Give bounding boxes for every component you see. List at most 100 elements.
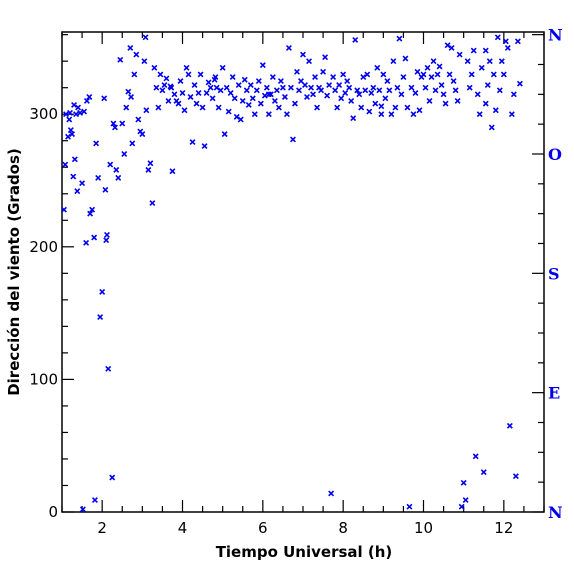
data-point xyxy=(292,100,298,107)
data-point xyxy=(179,90,186,96)
data-point xyxy=(430,58,437,65)
data-point xyxy=(183,64,190,71)
data-point xyxy=(492,107,499,114)
data-point xyxy=(504,44,511,51)
data-point xyxy=(306,58,312,65)
data-point xyxy=(490,71,497,78)
data-point xyxy=(358,104,365,111)
data-point xyxy=(344,78,351,85)
data-point xyxy=(62,161,69,168)
data-point xyxy=(127,44,134,51)
data-point xyxy=(163,75,170,82)
data-point xyxy=(135,116,142,123)
data-point xyxy=(308,84,314,91)
data-point xyxy=(66,116,73,123)
data-point xyxy=(366,108,373,115)
data-point xyxy=(157,71,164,78)
data-point xyxy=(370,84,377,91)
data-point xyxy=(74,188,81,195)
data-point xyxy=(91,234,98,241)
plot-frame xyxy=(61,31,545,513)
data-point xyxy=(410,111,417,118)
data-point xyxy=(201,143,208,149)
x-tick-label: 8 xyxy=(338,519,348,537)
data-point xyxy=(159,87,166,94)
data-point xyxy=(187,94,194,100)
data-point xyxy=(241,76,248,83)
data-point xyxy=(239,97,246,104)
data-point xyxy=(285,44,292,51)
data-point xyxy=(474,91,481,98)
data-point xyxy=(191,82,198,89)
data-point xyxy=(139,131,146,138)
data-point xyxy=(247,82,254,89)
data-point xyxy=(177,78,184,85)
tick-labels: 2 4 6 8 10 12 0 100 200 300 xyxy=(29,105,513,537)
data-point xyxy=(112,124,118,131)
data-point xyxy=(71,101,78,108)
data-point xyxy=(436,63,443,70)
data-point xyxy=(73,111,80,118)
data-point xyxy=(169,168,176,175)
data-point xyxy=(506,422,513,429)
data-point xyxy=(338,95,345,102)
data-point xyxy=(119,120,126,127)
data-point xyxy=(494,34,501,41)
data-point xyxy=(225,108,232,115)
compass-label: S xyxy=(548,264,560,283)
data-point xyxy=(227,90,234,96)
data-point xyxy=(109,474,116,481)
y-tick-label: 0 xyxy=(48,503,58,521)
data-point xyxy=(257,100,264,107)
data-point xyxy=(133,51,140,58)
data-point xyxy=(197,71,204,78)
data-point xyxy=(328,490,335,497)
data-point xyxy=(265,111,272,118)
data-point xyxy=(128,94,135,100)
data-point xyxy=(223,84,230,91)
data-point xyxy=(155,104,162,111)
data-point xyxy=(245,101,252,108)
data-point xyxy=(233,113,240,120)
data-point xyxy=(348,97,355,104)
x-tick-label: 12 xyxy=(494,519,513,537)
data-point xyxy=(502,38,509,45)
data-point xyxy=(185,71,192,78)
data-point xyxy=(318,87,325,94)
data-point xyxy=(446,71,453,78)
data-point xyxy=(454,97,461,104)
data-point xyxy=(322,54,329,61)
data-point xyxy=(129,140,136,147)
data-point xyxy=(93,140,100,147)
data-point xyxy=(277,78,284,85)
data-point xyxy=(95,174,102,181)
data-point xyxy=(117,56,124,63)
compass-labels: N E S O N xyxy=(548,26,563,522)
data-point xyxy=(480,469,487,476)
data-point xyxy=(472,453,479,460)
x-tick-label: 10 xyxy=(414,519,433,537)
data-point xyxy=(104,231,110,238)
data-point xyxy=(86,94,93,100)
data-point xyxy=(103,237,110,244)
axis-ticks xyxy=(61,32,545,513)
data-point xyxy=(508,111,515,118)
data-point xyxy=(364,71,371,78)
data-point xyxy=(235,82,242,89)
data-point xyxy=(376,87,383,94)
data-point xyxy=(113,166,120,173)
data-point xyxy=(350,115,357,122)
data-point xyxy=(153,84,160,91)
data-point xyxy=(424,64,431,71)
data-point xyxy=(65,133,71,140)
data-point xyxy=(151,64,158,71)
data-point xyxy=(70,173,77,180)
data-point xyxy=(209,95,216,102)
data-point xyxy=(432,87,439,94)
data-point xyxy=(440,91,447,98)
data-point xyxy=(67,127,74,134)
data-point xyxy=(110,120,117,127)
data-point xyxy=(416,107,423,114)
data-point xyxy=(462,497,469,504)
data-point xyxy=(101,95,108,102)
